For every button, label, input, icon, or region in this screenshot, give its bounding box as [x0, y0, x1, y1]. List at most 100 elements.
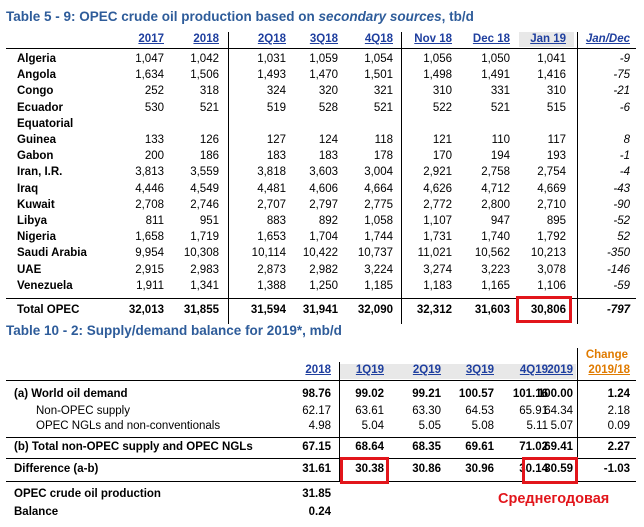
t10-header-shade — [340, 364, 576, 379]
t5-cell: 951 — [199, 215, 219, 227]
t10-cell: 5.11 — [526, 420, 548, 432]
t10-cell: 62.17 — [302, 405, 331, 417]
t5-cell: 1,107 — [423, 215, 452, 227]
t5-cell: 186 — [199, 150, 219, 163]
t5-col-header-6: Dec 18 — [472, 33, 510, 45]
t5-cell: 1,041 — [537, 53, 566, 65]
t10-cell: 31.85 — [302, 488, 331, 500]
table5-title-b: secondary sources — [318, 9, 442, 24]
t5-total-cell: 31,855 — [183, 304, 219, 316]
t5-cell: 4,626 — [423, 182, 452, 195]
t5-col-header-8: Jan/Dec — [585, 33, 630, 45]
table5-title: Table 5 - 9: OPEC crude oil production b… — [6, 9, 474, 24]
t5-cell: 1,056 — [423, 53, 452, 65]
t5-cell: 118 — [374, 134, 393, 146]
t10-cell: 99.21 — [412, 388, 441, 400]
t5-cell: 9,954 — [135, 247, 164, 260]
t5-cell: 1,744 — [364, 231, 393, 244]
t5-total-cell: 31,941 — [302, 304, 338, 316]
t5-cell: 1,054 — [364, 53, 393, 65]
t5-cell: 1,416 — [537, 69, 566, 82]
t10-cell: 0.09 — [607, 420, 630, 432]
t5-total-label: Total OPEC — [17, 304, 80, 316]
t10-cell: 98.76 — [302, 388, 331, 400]
t5-cell: 1,731 — [423, 231, 452, 244]
t5-cell: 4,606 — [309, 182, 338, 195]
t5-cell: 530 — [144, 101, 164, 114]
t10-cell: 64.34 — [544, 405, 573, 417]
table5-title-a: Table 5 - 9: OPEC crude oil production b… — [6, 9, 319, 24]
t10-rule-diff-bottom — [6, 481, 636, 482]
t5-cell: 1,250 — [309, 279, 338, 292]
t5-cell: 4,664 — [364, 182, 393, 195]
t5-col-separator-3 — [577, 32, 578, 324]
t10-change-header-1: Change — [585, 349, 628, 361]
t5-cell: 1,498 — [423, 69, 452, 82]
t5-col-separator-2 — [401, 32, 402, 324]
t10-cell: 2.18 — [607, 405, 630, 417]
t5-total-cell: 32,090 — [357, 304, 393, 316]
t5-cell: 3,818 — [257, 166, 286, 179]
t5-total-cell: 32,312 — [416, 304, 452, 316]
t10-row-label: OPEC crude oil production — [14, 488, 161, 500]
t5-cell: 1,050 — [481, 53, 510, 65]
t5-cell: 2,707 — [257, 198, 286, 211]
t5-cell: 4,446 — [135, 182, 164, 195]
t5-cell: 522 — [432, 101, 452, 114]
t10-row-label: Balance — [14, 506, 59, 518]
t10-col-header-1: 1Q19 — [355, 364, 384, 376]
t5-cell: 1,491 — [481, 69, 510, 82]
t5-cell: 200 — [144, 150, 164, 163]
t5-col-header-5: Nov 18 — [414, 33, 452, 45]
t5-cell: 521 — [199, 101, 219, 114]
t5-cell: 2,873 — [257, 263, 286, 276]
t5-cell: 515 — [546, 101, 566, 114]
t5-cell: 310 — [546, 85, 566, 98]
t10-cell: 65.91 — [519, 405, 548, 417]
t5-cell: 2,772 — [423, 198, 452, 211]
t5-cell: 1,106 — [537, 279, 566, 292]
t5-row-label: Algeria — [17, 53, 56, 65]
t5-cell: 1,653 — [257, 231, 286, 244]
t10-cell: 0.24 — [308, 506, 331, 518]
t5-jan19-total-highlight — [516, 296, 572, 323]
t5-total-rule — [6, 298, 636, 299]
t5-cell: -75 — [613, 69, 630, 82]
t5-cell: 2,800 — [481, 198, 510, 211]
t5-cell: 811 — [145, 215, 164, 227]
t5-cell: -59 — [613, 279, 630, 292]
t5-cell: 124 — [318, 134, 338, 146]
t5-cell: 324 — [266, 85, 286, 98]
table10-title: Table 10 - 2: Supply/demand balance for … — [6, 323, 342, 338]
t5-cell: 1,470 — [309, 69, 338, 82]
t5-cell: -9 — [619, 53, 630, 65]
t5-cell: -90 — [613, 198, 630, 211]
t10-col-header-2: 2Q19 — [412, 364, 441, 376]
t5-cell: 2,775 — [364, 198, 393, 211]
t5-cell: 895 — [546, 215, 566, 227]
t10-cell: 63.61 — [355, 405, 384, 417]
t5-cell: 127 — [266, 134, 286, 146]
t5-cell: 1,493 — [257, 69, 286, 82]
t5-cell: 10,213 — [530, 247, 566, 260]
t5-cell: 3,078 — [537, 263, 566, 276]
t5-cell: 121 — [432, 134, 452, 146]
t10-row-label: Difference (a-b) — [14, 463, 99, 475]
t5-cell: 318 — [199, 85, 219, 98]
t5-cell: 3,224 — [364, 263, 393, 276]
t5-cell: 528 — [318, 101, 338, 114]
t10-cell: 30.96 — [465, 463, 494, 475]
t5-cell: 3,274 — [423, 263, 452, 276]
t5-cell: 331 — [490, 85, 510, 98]
t10-col-header-5: 2019 — [547, 364, 573, 376]
t5-cell: -4 — [619, 166, 630, 179]
t5-cell: 1,042 — [190, 53, 219, 65]
t5-cell: 2,758 — [481, 166, 510, 179]
t10-2019-highlight — [522, 457, 578, 484]
t5-row-label: Venezuela — [17, 279, 73, 292]
t10-cell: 30.14 — [519, 463, 548, 475]
t5-cell: 3,813 — [135, 166, 164, 179]
t5-cell: 170 — [432, 150, 452, 163]
t5-header-rule — [6, 48, 636, 49]
t5-cell: 2,921 — [423, 166, 452, 179]
